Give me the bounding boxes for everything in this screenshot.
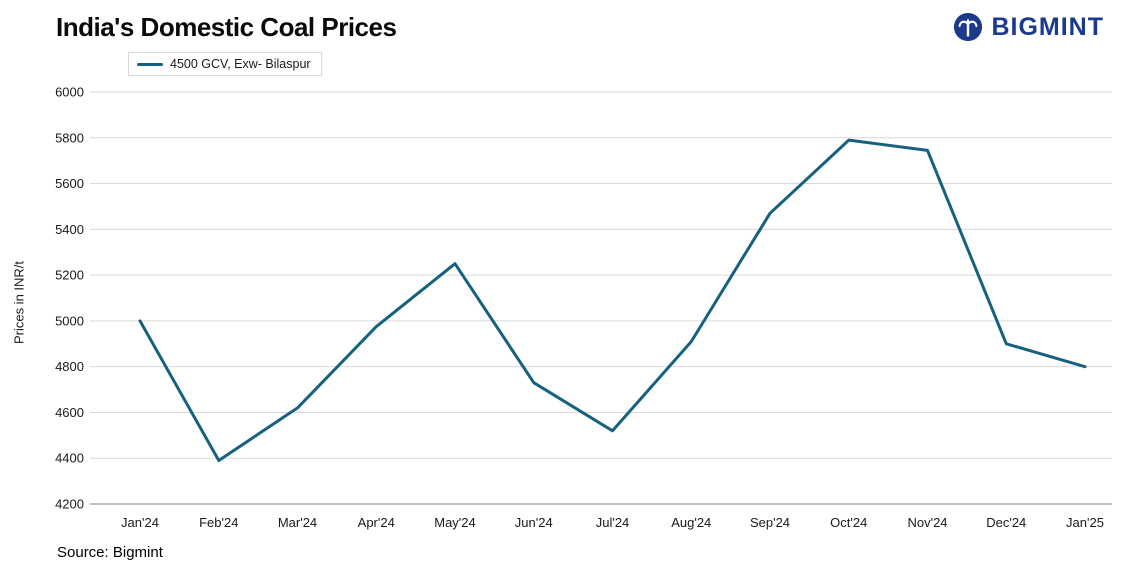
price-line xyxy=(138,138,1087,462)
brand-icon xyxy=(953,12,983,42)
legend-label: 4500 GCV, Exw- Bilaspur xyxy=(170,57,311,71)
y-tick-label: 5400 xyxy=(55,222,84,237)
x-tick-label: Jun'24 xyxy=(515,515,553,530)
y-tick-label: 5000 xyxy=(55,313,84,328)
source-text: Source: Bigmint xyxy=(57,544,163,561)
legend: 4500 GCV, Exw- Bilaspur xyxy=(128,52,322,76)
legend-line-swatch xyxy=(137,62,163,66)
y-tick-label: 6000 xyxy=(55,85,84,100)
chart-title: India's Domestic Coal Prices xyxy=(56,12,397,42)
brand-text: BIGMINT xyxy=(991,12,1104,41)
y-tick-label: 4200 xyxy=(55,497,84,512)
y-tick-label: 4400 xyxy=(55,451,84,466)
x-tick-label: Jan'24 xyxy=(121,515,159,530)
y-tick-label: 4600 xyxy=(55,405,84,420)
x-tick-label: May'24 xyxy=(434,515,476,530)
x-tick-label: Feb'24 xyxy=(199,515,238,530)
y-tick-label: 4800 xyxy=(55,359,84,374)
x-tick-label: Sep'24 xyxy=(750,515,790,530)
x-tick-label: Dec'24 xyxy=(986,515,1026,530)
x-tick-label: Jan'25 xyxy=(1066,515,1104,530)
brand-logo: BIGMINT xyxy=(953,12,1104,42)
y-tick-label: 5600 xyxy=(55,176,84,191)
x-tick-label: Apr'24 xyxy=(358,515,395,530)
x-tick-label: Nov'24 xyxy=(907,515,947,530)
x-tick-label: Jul'24 xyxy=(596,515,630,530)
y-tick-label: 5800 xyxy=(55,130,84,145)
y-tick-label: 5200 xyxy=(55,268,84,283)
x-tick-label: Aug'24 xyxy=(671,515,711,530)
x-tick-label: Oct'24 xyxy=(830,515,867,530)
x-tick-label: Mar'24 xyxy=(278,515,317,530)
